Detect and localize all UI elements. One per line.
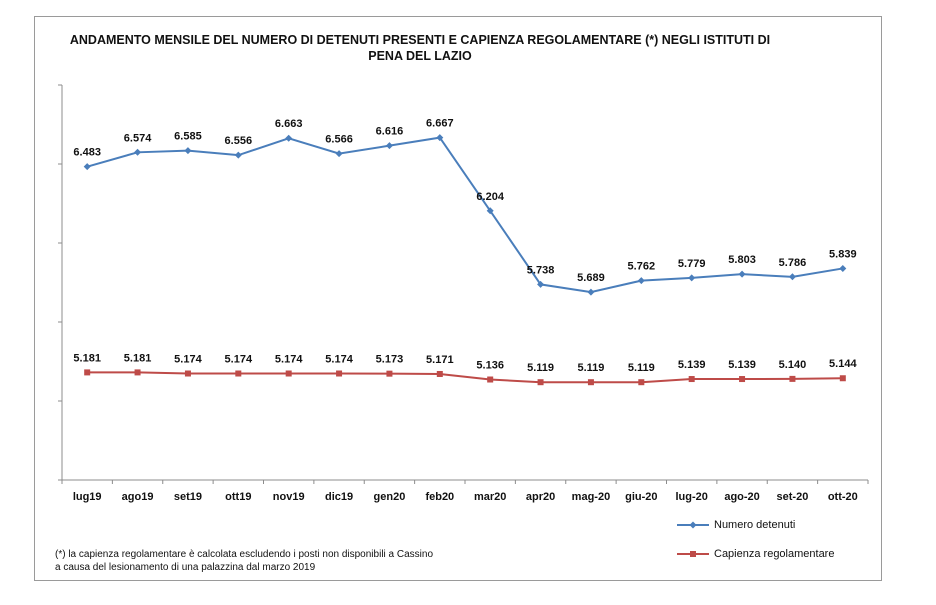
chart-title: ANDAMENTO MENSILE DEL NUMERO DI DETENUTI… bbox=[69, 33, 771, 63]
data-point bbox=[436, 370, 443, 377]
data-label: 5.803 bbox=[728, 254, 756, 266]
data-point bbox=[486, 207, 494, 215]
data-label: 5.738 bbox=[527, 264, 555, 276]
x-tick-label: gen20 bbox=[374, 491, 406, 503]
data-point bbox=[335, 150, 343, 158]
data-point bbox=[436, 134, 444, 142]
data-point bbox=[285, 370, 292, 377]
data-label: 5.139 bbox=[728, 359, 756, 371]
data-point bbox=[839, 375, 846, 382]
x-tick-label: ott-20 bbox=[828, 491, 858, 503]
legend-swatch-capienza bbox=[676, 548, 710, 560]
data-point bbox=[84, 369, 91, 376]
series-line-1 bbox=[87, 371, 843, 384]
data-point bbox=[234, 151, 242, 159]
data-point bbox=[83, 163, 91, 171]
data-label: 5.119 bbox=[628, 362, 655, 374]
footnote-line-1: (*) la capienza regolamentare è calcolat… bbox=[55, 549, 434, 560]
legend-item-capienza: Capienza regolamentare bbox=[676, 548, 834, 560]
data-label: 5.174 bbox=[225, 354, 253, 366]
data-point bbox=[788, 273, 796, 281]
data-label: 6.556 bbox=[225, 135, 253, 147]
data-label: 5.689 bbox=[577, 272, 605, 284]
data-point bbox=[184, 370, 191, 377]
data-label: 5.139 bbox=[678, 359, 706, 371]
data-point bbox=[184, 147, 192, 155]
data-label: 5.171 bbox=[426, 354, 454, 366]
x-tick-label: dic19 bbox=[325, 491, 353, 503]
data-label: 6.574 bbox=[124, 132, 152, 144]
data-label: 5.181 bbox=[73, 352, 101, 364]
x-tick-label: feb20 bbox=[425, 491, 454, 503]
data-label: 6.483 bbox=[73, 147, 101, 159]
data-point bbox=[487, 376, 494, 383]
data-label: 5.144 bbox=[829, 358, 857, 370]
data-label: 5.181 bbox=[124, 352, 152, 364]
data-point bbox=[587, 288, 595, 296]
data-point bbox=[235, 370, 242, 377]
legend-swatch-numero-detenuti bbox=[676, 519, 710, 531]
series-line-0 bbox=[86, 136, 843, 294]
data-point bbox=[336, 370, 343, 377]
x-tick-label: lug-20 bbox=[675, 491, 707, 503]
data-label: 5.174 bbox=[174, 354, 202, 366]
data-label: 5.173 bbox=[376, 354, 404, 366]
data-point bbox=[134, 369, 141, 376]
chart-frame bbox=[34, 16, 882, 581]
x-tick-label: giu-20 bbox=[625, 491, 657, 503]
data-label: 5.136 bbox=[476, 360, 504, 372]
data-label: 6.667 bbox=[426, 118, 454, 130]
data-point bbox=[839, 264, 847, 272]
legend-item-numero-detenuti: Numero detenuti bbox=[676, 519, 795, 531]
legend-label-numero-detenuti: Numero detenuti bbox=[714, 519, 796, 531]
data-label: 5.174 bbox=[325, 354, 353, 366]
data-label: 5.762 bbox=[628, 261, 656, 273]
footnote-line-2: a causa del lesionamento di una palazzin… bbox=[55, 562, 316, 573]
data-label: 5.140 bbox=[779, 359, 807, 371]
data-label: 5.839 bbox=[829, 248, 857, 260]
data-label: 6.204 bbox=[476, 191, 504, 203]
x-tick-label: set19 bbox=[174, 491, 202, 503]
footnote: (*) la capienza regolamentare è calcolat… bbox=[55, 548, 433, 574]
data-label: 6.566 bbox=[325, 134, 353, 146]
x-tick-label: ago19 bbox=[122, 491, 154, 503]
x-tick-label: apr20 bbox=[526, 491, 555, 503]
data-point bbox=[688, 274, 696, 282]
data-point bbox=[386, 370, 393, 377]
x-tick-label: ott19 bbox=[225, 491, 251, 503]
x-tick-label: mar20 bbox=[474, 491, 506, 503]
data-point bbox=[385, 142, 393, 150]
data-point bbox=[738, 270, 746, 278]
legend-label-capienza: Capienza regolamentare bbox=[714, 548, 835, 560]
data-point bbox=[789, 375, 796, 382]
data-label: 5.779 bbox=[678, 258, 706, 270]
data-point bbox=[587, 379, 594, 386]
data-label: 5.119 bbox=[577, 362, 604, 374]
data-label: 6.616 bbox=[376, 126, 404, 138]
data-point bbox=[134, 148, 142, 156]
x-tick-label: ago-20 bbox=[724, 491, 759, 503]
data-point bbox=[688, 376, 695, 383]
data-label: 6.585 bbox=[174, 131, 202, 143]
x-tick-label: lug19 bbox=[73, 491, 102, 503]
data-point bbox=[537, 280, 545, 288]
data-label: 5.119 bbox=[527, 362, 554, 374]
data-point bbox=[739, 376, 746, 383]
data-label: 5.786 bbox=[779, 257, 807, 269]
x-tick-label: mag-20 bbox=[572, 491, 611, 503]
data-label: 5.174 bbox=[275, 354, 303, 366]
data-point bbox=[537, 379, 544, 386]
data-point bbox=[637, 277, 645, 285]
x-tick-label: set-20 bbox=[777, 491, 809, 503]
x-tick-label: nov19 bbox=[273, 491, 305, 503]
data-point bbox=[285, 134, 293, 142]
data-label: 6.663 bbox=[275, 118, 303, 130]
data-point bbox=[638, 379, 645, 386]
